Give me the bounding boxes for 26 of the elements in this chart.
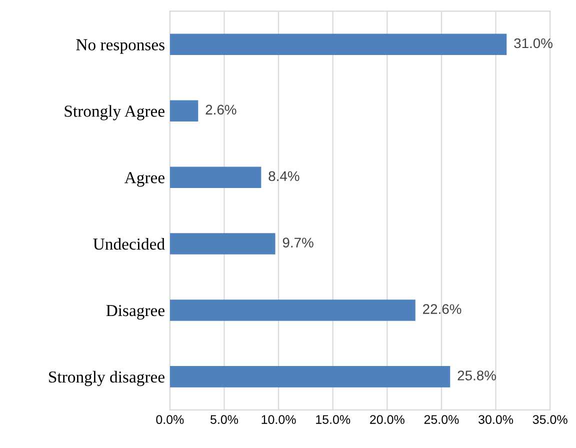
x-tick-label: 20.0% [370, 415, 404, 424]
x-tick-label: 35.0% [532, 415, 568, 424]
x-tick-label: 5.0% [210, 415, 238, 424]
x-tick-label: 15.0% [316, 415, 350, 424]
y-tick-label: Disagree [106, 304, 164, 320]
y-tick-label: Strongly Agree [64, 105, 164, 120]
bar [170, 34, 507, 56]
data-label: 25.8% [458, 370, 496, 380]
x-tick-label: 0.0% [156, 415, 184, 424]
y-tick-label: No responses [76, 39, 164, 54]
bar [170, 300, 416, 321]
bar [170, 366, 450, 388]
y-tick-label: Agree [124, 172, 164, 187]
data-label: 2.6% [206, 104, 236, 115]
data-label: 8.4% [268, 171, 300, 182]
x-tick-label: 25.0% [424, 415, 459, 424]
data-label: 31.0% [514, 38, 552, 48]
data-label: 9.7% [282, 238, 314, 248]
y-tick-label: Strongly disagree [49, 370, 164, 386]
bar [170, 166, 262, 188]
y-tick-label: Undecided [93, 238, 165, 250]
x-tick-label: 10.0% [262, 415, 296, 424]
x-tick-label: 30.0% [478, 415, 514, 424]
data-label: 22.6% [423, 304, 462, 314]
bar [170, 100, 198, 122]
bar [170, 233, 276, 254]
